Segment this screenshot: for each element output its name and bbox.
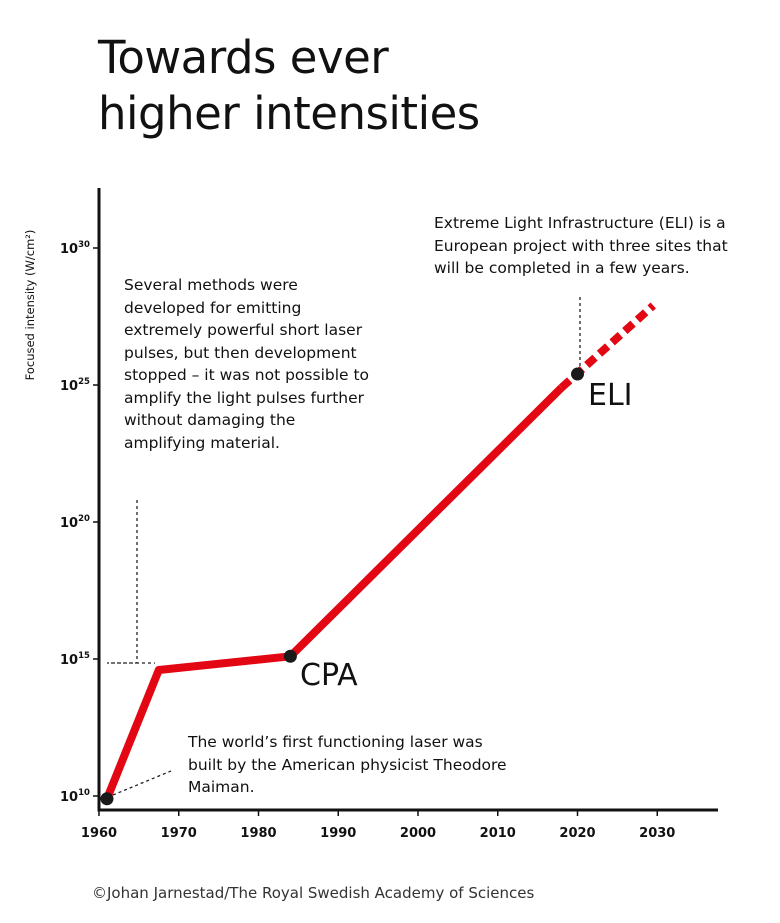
- y-tick-label-10: 1010: [60, 788, 90, 805]
- data-markers: [100, 367, 584, 806]
- annotation-first-laser: The world’s first functioning laser was …: [188, 733, 507, 796]
- guide-first-laser: [112, 770, 172, 796]
- x-tick-label-1990: 1990: [320, 826, 356, 841]
- tick-labels: 1960 1970 1980 1990 2000 2010 2020 2030 1010 1015…: [60, 240, 675, 841]
- x-tick-label-2000: 2000: [400, 826, 436, 841]
- marker-label-eli: ELI: [588, 378, 633, 413]
- guide-early-methods: [107, 500, 155, 664]
- axes: [93, 188, 718, 816]
- annotation-early-methods: Several methods were developed for emitt…: [124, 276, 370, 452]
- marker-label-cpa: CPA: [300, 658, 358, 693]
- title-line-2: higher intensities: [98, 87, 480, 140]
- annotation-guides: [107, 297, 581, 796]
- annotation-eli: Extreme Light Infrastructure (ELI) is a …: [434, 214, 728, 277]
- data-point-eli: [571, 367, 584, 381]
- y-tick-label-20: 1020: [60, 514, 90, 531]
- y-tick-label-25: 1025: [60, 377, 90, 394]
- y-tick-label-30: 1030: [60, 240, 90, 257]
- x-tick-label-2020: 2020: [559, 826, 595, 841]
- credit-line: ©Johan Jarnestad/The Royal Swedish Acade…: [92, 884, 535, 902]
- x-tick-label-1970: 1970: [161, 826, 197, 841]
- x-tick-label-1960: 1960: [81, 826, 117, 841]
- title-line-1: Towards ever: [98, 31, 389, 84]
- y-tick-label-15: 1015: [60, 651, 90, 668]
- chart-title: Towards ever higher intensities: [98, 30, 480, 142]
- x-tick-label-2030: 2030: [639, 826, 675, 841]
- data-point-cpa: [283, 649, 297, 663]
- x-tick-label-1980: 1980: [240, 826, 276, 841]
- x-tick-label-2010: 2010: [480, 826, 516, 841]
- data-point-first-laser: [100, 792, 114, 806]
- series-line-solid: [103, 384, 565, 801]
